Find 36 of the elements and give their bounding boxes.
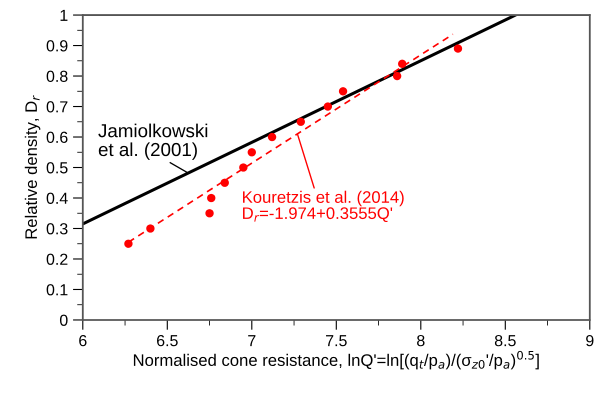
point [205,209,214,218]
text: Normalised cone resistance, lnQ'=ln[(q$_{t}$/p$_{a}$)/(σ$_{z0}$'/p$_{a}$)$^{0.5}$] [134,350,539,370]
point [248,148,256,156]
point [296,118,305,126]
point [239,163,248,172]
y-tick-label: 0.7 [46,101,68,112]
x-tick-label: 6.5 [157,334,178,346]
y-tick-label: 0.1 [46,284,68,296]
x-tick-label: 7.5 [326,335,347,346]
annotation: Jamiolkowski et al. (2001) [98,124,208,160]
y-tick-label: 0.9 [46,40,68,52]
point [220,178,229,187]
point [207,194,216,202]
annotation: Kouretzis et al. (2014) D$_{r}$=-1.974+0.3555Q' [243,190,404,222]
y-axis-title: Relative density, D$_{r}$ [24,95,40,238]
y-tick-label: 0.4 [46,192,68,204]
point [454,44,462,53]
y-tick-label: 1 [60,10,68,21]
point [398,60,406,68]
x-tick-label: 6 [79,334,87,346]
point [338,87,348,96]
point [268,132,276,142]
y-tick-label: 0.6 [46,132,68,143]
point [146,224,155,233]
y-tick-label: 0.5 [46,162,68,174]
x-tick-label: 9 [586,334,594,346]
point [392,72,402,80]
x-tick-label: 8 [417,334,425,346]
y-tick-label: 0 [60,314,68,326]
y-tick-label: 0.3 [46,223,68,234]
y-tick-label: 0.2 [46,254,68,265]
x-tick-label: 8.5 [494,334,516,346]
x-tick-label: 7 [248,335,256,346]
point [324,102,332,111]
y-tick-label: 0.8 [46,70,68,82]
point [124,240,133,248]
